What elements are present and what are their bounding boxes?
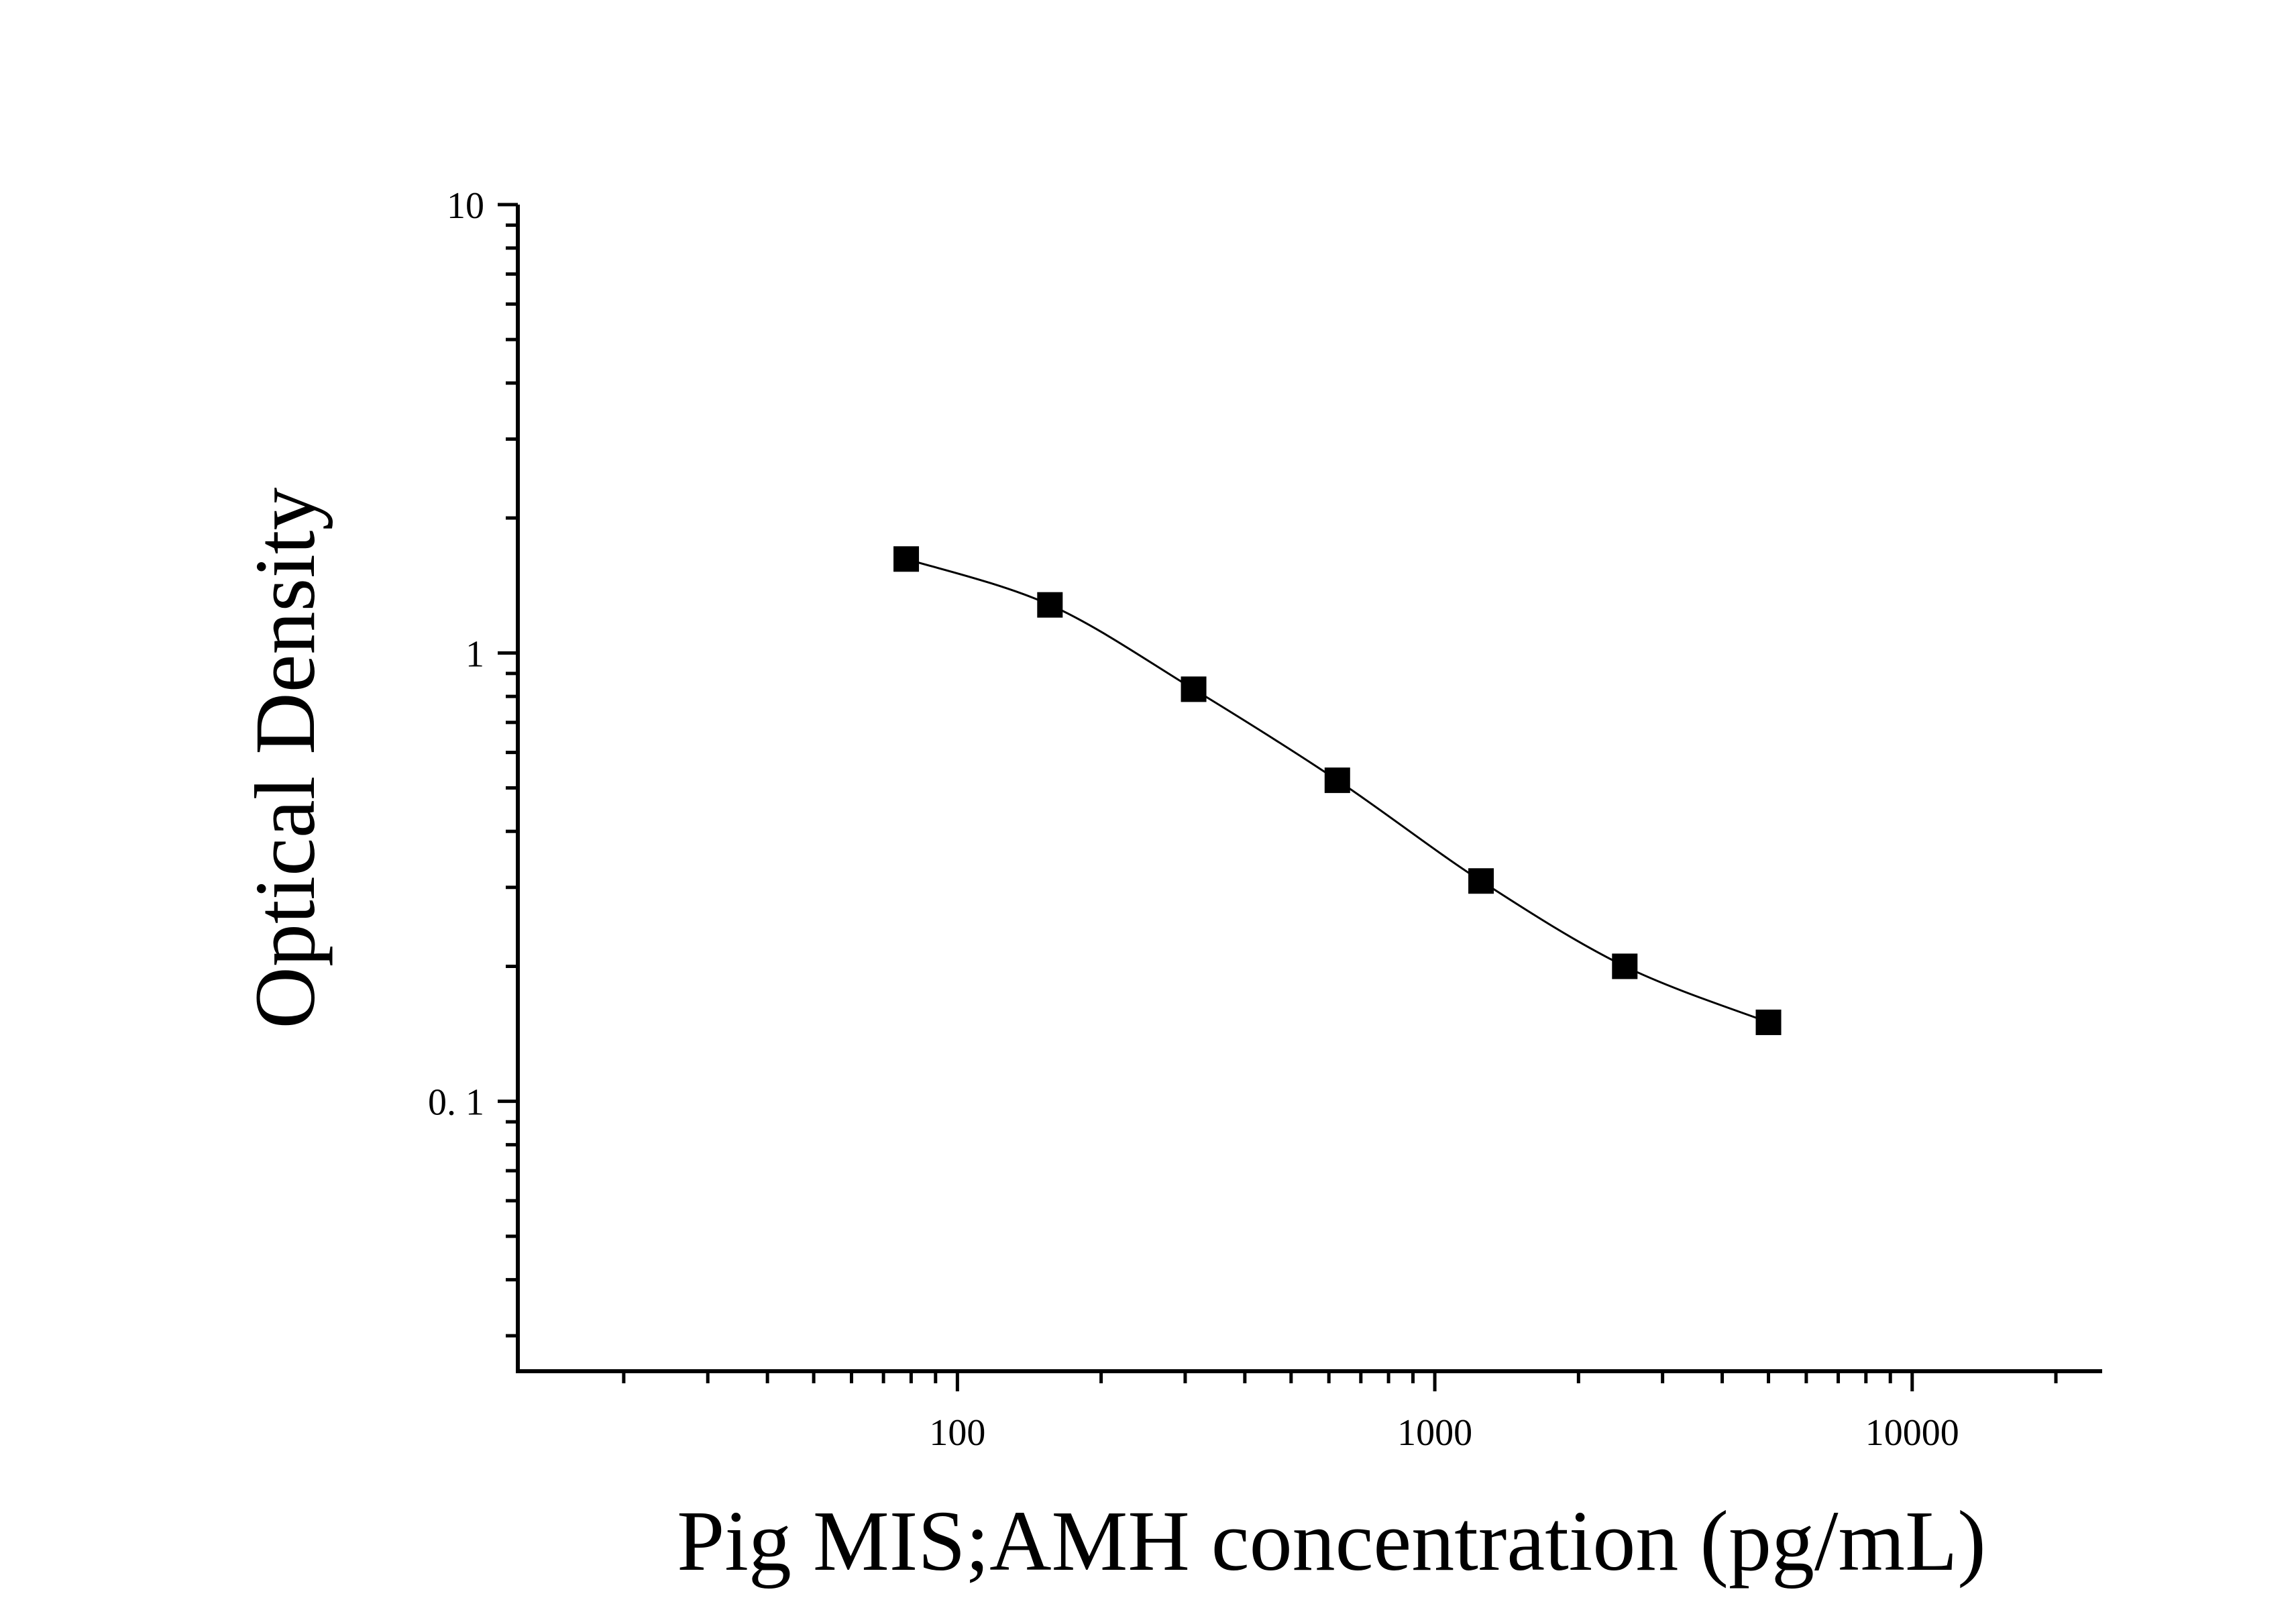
y-ticks: [498, 203, 518, 1338]
data-point: [1468, 868, 1494, 894]
data-point: [1181, 676, 1207, 702]
y-tick-label: 0. 1: [428, 1082, 484, 1124]
y-axis-title: Optical Density: [237, 488, 333, 1029]
x-tick-label: 1000: [1397, 1412, 1472, 1454]
data-point: [1612, 953, 1638, 979]
x-tick-label: 100: [929, 1412, 985, 1454]
data-points: [893, 546, 1782, 1035]
x-axis-title: Pig MIS;AMH concentration (pg/mL): [677, 1493, 1986, 1589]
axes: [516, 205, 2102, 1373]
x-ticks: [622, 1371, 2058, 1391]
y-tick-label: 1: [466, 633, 484, 675]
x-tick-labels: 100 1000 10000: [929, 1412, 1959, 1454]
data-point: [1324, 767, 1350, 794]
data-point: [893, 546, 920, 572]
y-tick-labels: 10 1 0. 1: [428, 185, 484, 1124]
data-point: [1037, 592, 1063, 618]
data-point: [1755, 1009, 1782, 1035]
y-tick-label: 10: [447, 185, 484, 227]
x-tick-label: 10000: [1865, 1412, 1959, 1454]
